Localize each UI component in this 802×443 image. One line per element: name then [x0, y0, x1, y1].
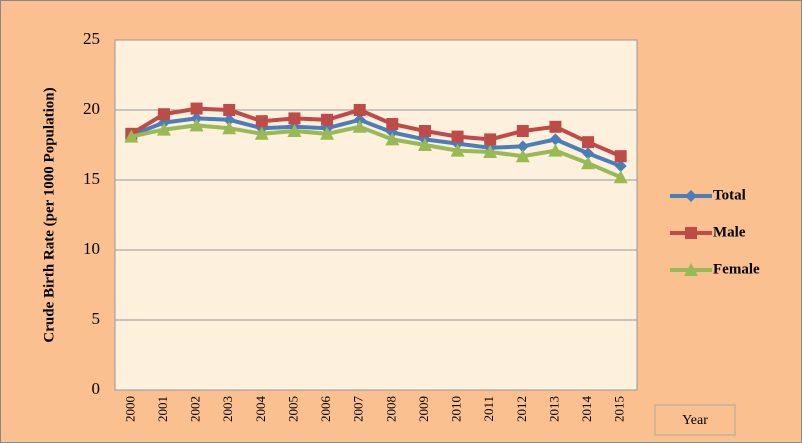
marker: [189, 118, 204, 132]
x-tick-label: 2015: [612, 396, 627, 422]
marker: [321, 113, 334, 126]
marker: [223, 113, 236, 126]
marker: [157, 108, 170, 121]
x-tick-label: 2012: [514, 396, 529, 422]
marker: [352, 119, 367, 133]
marker: [320, 126, 335, 140]
marker: [450, 143, 465, 157]
marker: [386, 118, 399, 130]
x-tick-label: 2008: [383, 396, 398, 422]
marker: [222, 121, 237, 135]
marker: [385, 132, 400, 146]
x-tick-label: 2004: [253, 396, 268, 423]
marker: [582, 147, 595, 160]
x-tick-label: 2010: [449, 396, 464, 422]
marker: [484, 133, 497, 146]
x-tick-label: 2000: [122, 396, 137, 422]
marker: [549, 120, 562, 133]
marker: [684, 263, 698, 276]
x-axis-title-box: [654, 404, 736, 436]
marker: [581, 156, 596, 170]
marker: [418, 125, 431, 137]
x-tick-label: 2011: [481, 396, 496, 422]
legend-label: Male: [713, 224, 746, 240]
marker: [613, 170, 628, 184]
marker: [685, 227, 697, 239]
marker: [451, 130, 464, 143]
y-tick-label: 25: [83, 29, 100, 48]
y-tick-label: 5: [92, 309, 101, 328]
marker: [124, 129, 139, 143]
marker: [255, 115, 268, 128]
x-axis-title: Year: [682, 413, 708, 428]
x-tick-label: 2014: [579, 396, 594, 423]
marker: [516, 140, 529, 153]
marker: [582, 136, 595, 149]
y-tick-label: 0: [92, 379, 101, 398]
series-line: [130, 123, 622, 180]
y-tick-label: 10: [83, 239, 100, 258]
x-tick-label: 2013: [546, 396, 561, 422]
y-tick-label: 20: [83, 99, 100, 118]
marker: [288, 112, 301, 125]
x-tick-label: 2007: [351, 396, 366, 423]
marker: [614, 160, 627, 172]
x-tick-label: 2003: [220, 396, 235, 422]
marker: [156, 122, 171, 136]
marker: [287, 124, 302, 137]
marker: [549, 133, 562, 146]
marker: [614, 150, 627, 163]
marker: [548, 143, 563, 157]
legend-label: Total: [713, 187, 746, 203]
marker: [254, 126, 269, 140]
marker: [417, 138, 432, 151]
marker: [223, 104, 236, 116]
y-axis-title: Crude Birth Rate (per 1000 Population): [41, 87, 57, 342]
x-tick-label: 2006: [318, 396, 333, 423]
plot-area: [114, 39, 638, 391]
series-line: [130, 106, 622, 159]
marker: [515, 149, 530, 163]
marker: [353, 104, 366, 116]
series-line: [130, 116, 622, 168]
x-tick-label: 2002: [188, 396, 203, 422]
y-tick-label: 15: [83, 169, 100, 188]
x-tick-label: 2001: [155, 396, 170, 422]
x-tick-label: 2005: [285, 396, 300, 422]
marker: [516, 125, 529, 137]
marker: [483, 145, 498, 158]
marker: [190, 102, 203, 115]
x-tick-label: 2009: [416, 396, 431, 422]
marker: [685, 190, 697, 202]
legend-label: Female: [713, 261, 760, 277]
